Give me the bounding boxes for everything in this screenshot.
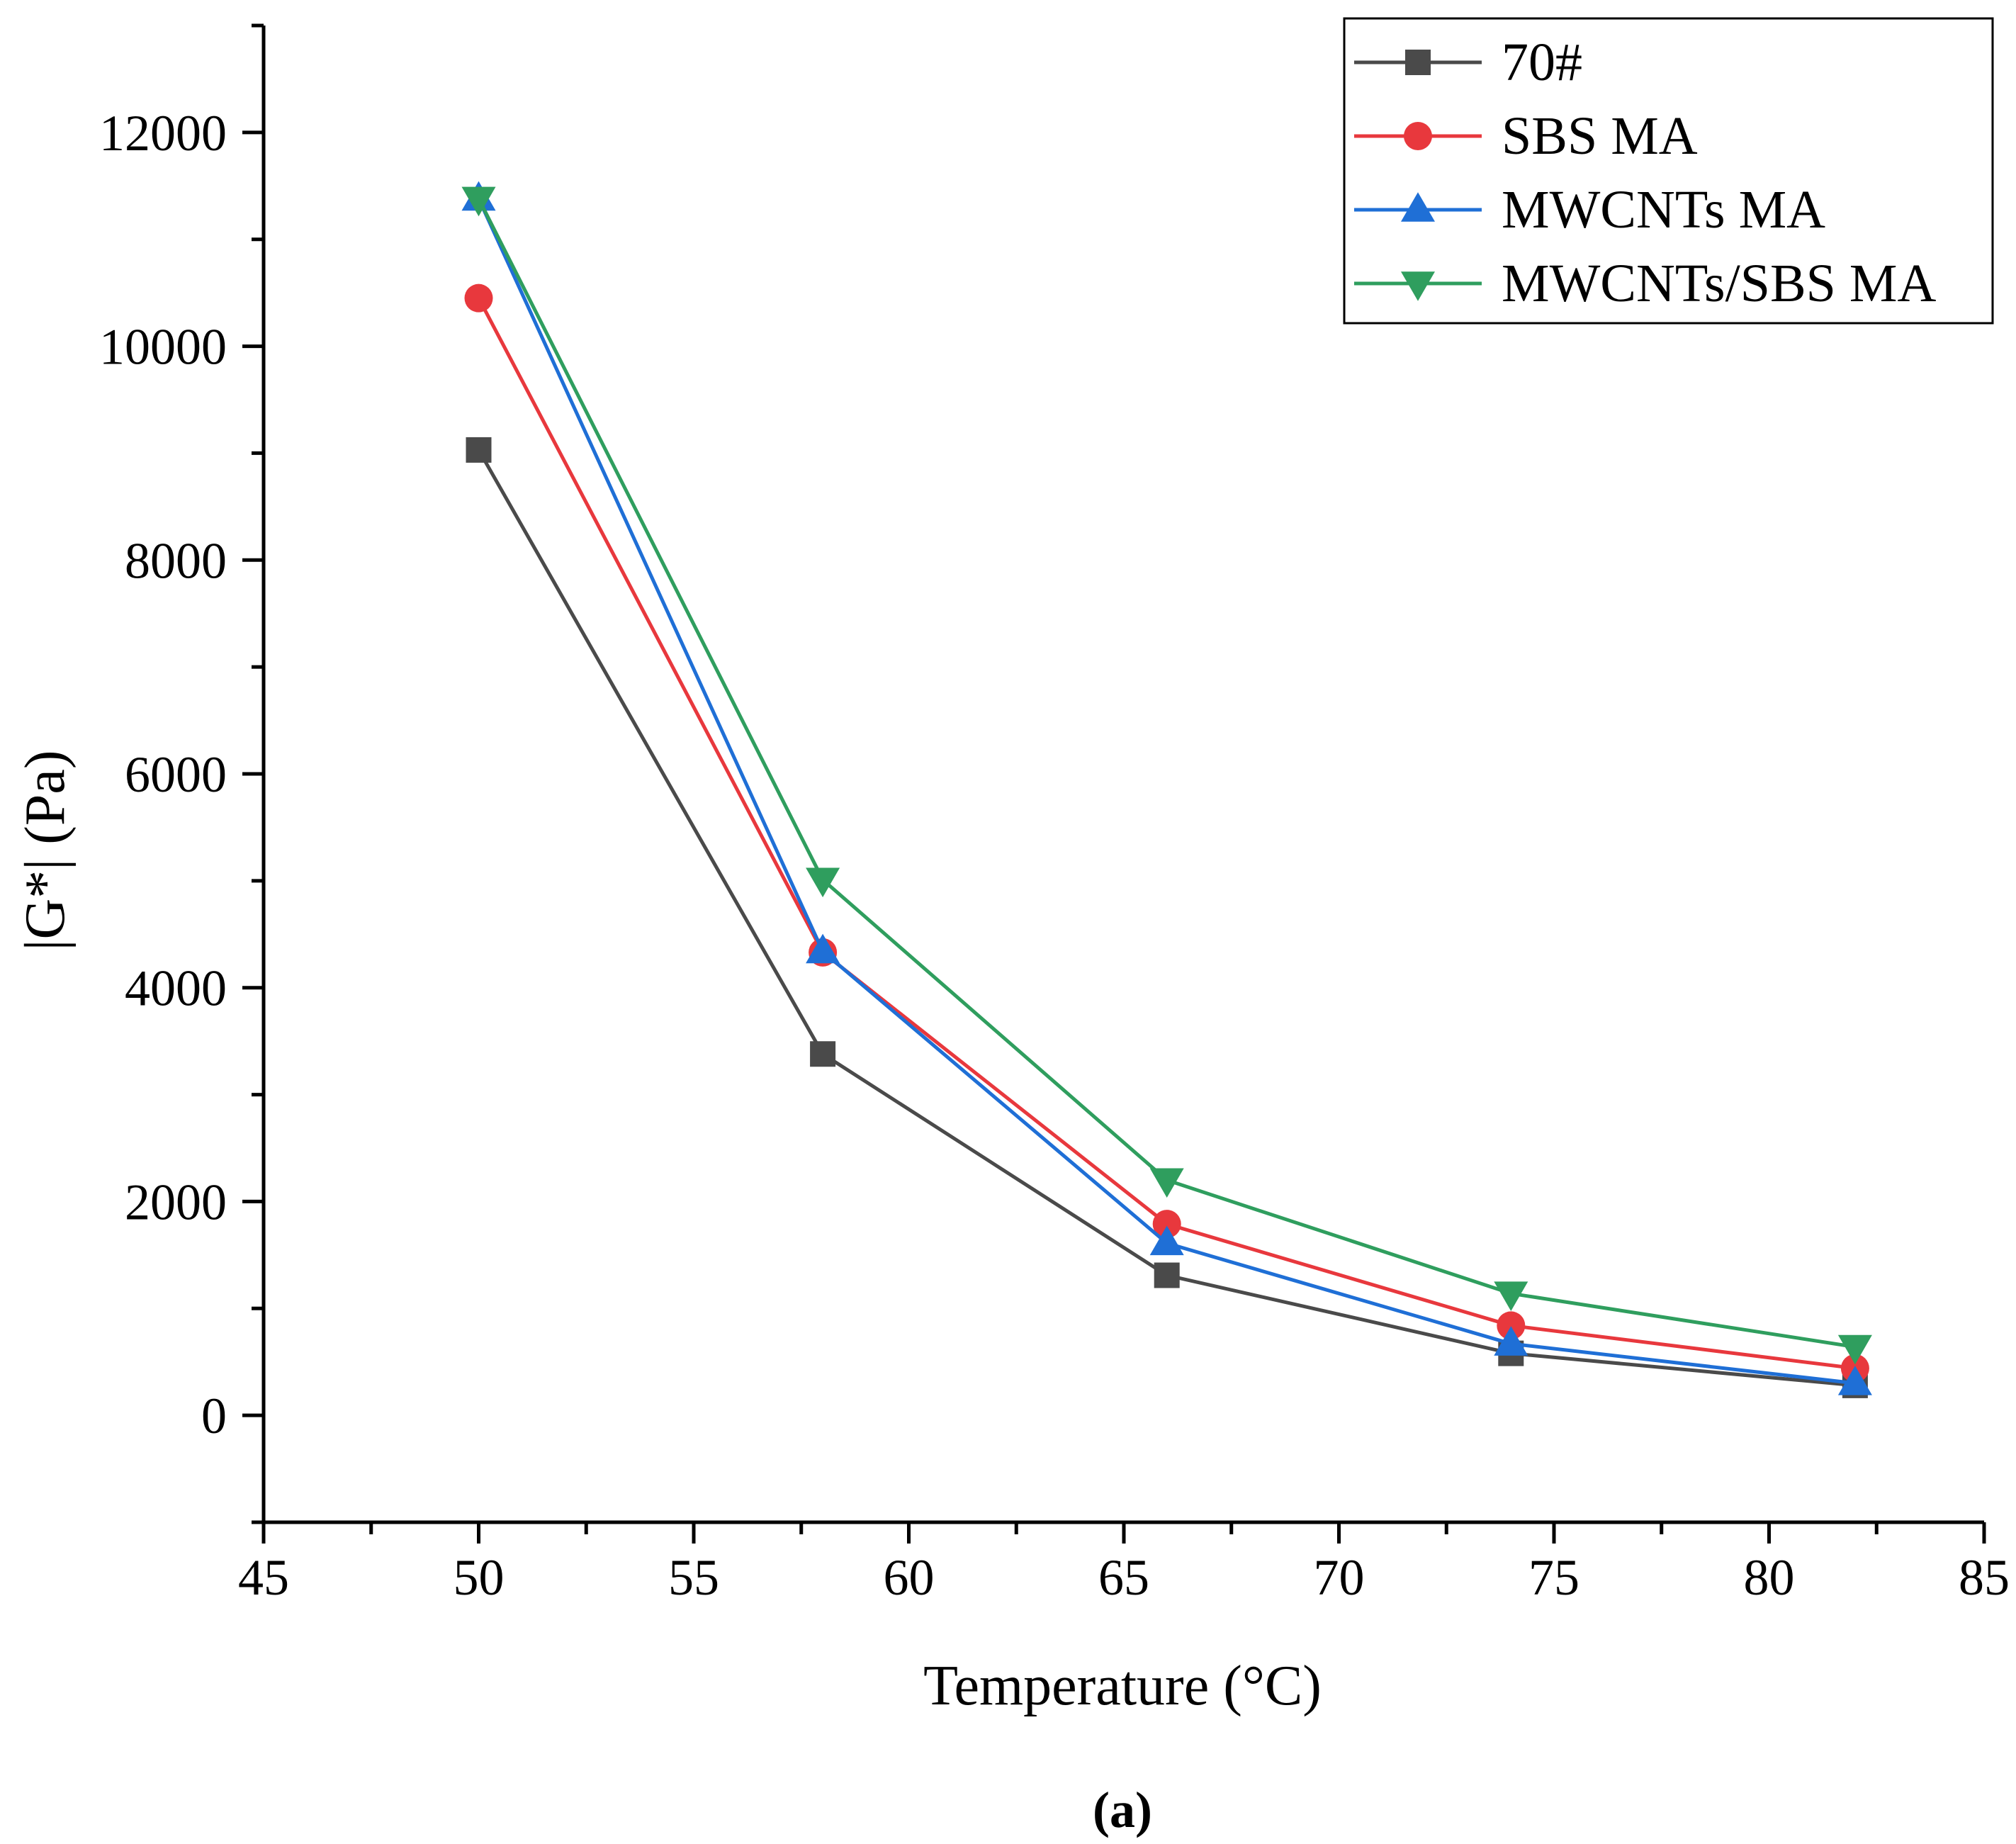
legend-marker <box>1404 122 1432 150</box>
x-tick-label: 45 <box>238 1549 289 1606</box>
data-point <box>806 933 840 964</box>
data-point <box>1149 1225 1184 1256</box>
x-tick-label: 55 <box>668 1549 719 1606</box>
legend-box <box>1343 17 1994 325</box>
x-tick-label: 85 <box>1959 1549 2010 1606</box>
data-point <box>1494 1326 1528 1356</box>
legend-label: MWCNTs/SBS MA <box>1502 254 1936 313</box>
data-point <box>1152 1210 1181 1239</box>
x-tick-label: 50 <box>454 1549 505 1606</box>
data-point <box>1497 1311 1526 1340</box>
legend-item-mwcnts-sbs-ma: MWCNTs/SBS MA <box>1354 254 1936 313</box>
data-point <box>1837 1334 1872 1365</box>
legend-label: 70# <box>1502 33 1582 92</box>
data-point <box>1494 1281 1528 1311</box>
y-tick-label: 12000 <box>99 105 227 162</box>
x-tick-label: 80 <box>1744 1549 1795 1606</box>
series-line <box>477 297 1856 1371</box>
legend-marker <box>1401 271 1435 301</box>
data-point <box>1837 1366 1872 1395</box>
y-tick-label: 4000 <box>125 960 227 1017</box>
y-tick-label: 6000 <box>125 746 227 803</box>
data-point <box>810 1041 836 1067</box>
x-tick-label: 65 <box>1098 1549 1149 1606</box>
x-tick-label: 60 <box>884 1549 935 1606</box>
y-tick-label: 10000 <box>99 319 227 376</box>
axes: 45 50 55 60 65 70 75 80 85 0 2000 4000 6000 8000 10000… <box>99 23 2010 1606</box>
series-mwcnts-ma <box>461 181 1872 1395</box>
data-point <box>461 186 496 217</box>
legend-label: MWCNTs MA <box>1502 180 1825 240</box>
legend-item-70: 70# <box>1354 33 1582 92</box>
data-point <box>1149 1168 1184 1198</box>
legend-marker <box>1405 50 1431 75</box>
legend-marker <box>1401 192 1435 222</box>
legend-item-sbs-ma: SBS MA <box>1354 106 1698 166</box>
legend: 70# SBS MA MWCNTs MA MWCNTs/SBS MA <box>1343 17 1994 325</box>
y-tick-label: 8000 <box>125 532 227 589</box>
y-tick-label: 0 <box>201 1388 227 1444</box>
data-point <box>464 283 493 313</box>
series-layer <box>461 181 1872 1398</box>
figure-caption: (a) <box>1093 1782 1152 1838</box>
x-tick-label: 75 <box>1528 1549 1579 1606</box>
series-sbs-ma <box>464 283 1869 1383</box>
series-mwcnts-sbs-ma <box>461 186 1872 1365</box>
data-point <box>466 437 492 463</box>
x-axis-label: Temperature (°C) <box>923 1655 1322 1717</box>
x-tick-label: 70 <box>1314 1549 1365 1606</box>
y-tick-label: 2000 <box>125 1174 227 1230</box>
series-line <box>477 198 1856 1385</box>
data-point <box>806 867 840 898</box>
y-axis-label: |G*| (Pa) <box>14 750 77 950</box>
legend-item-mwcnts-ma: MWCNTs MA <box>1354 180 1825 240</box>
legend-label: SBS MA <box>1502 106 1698 166</box>
data-point <box>1154 1262 1180 1288</box>
